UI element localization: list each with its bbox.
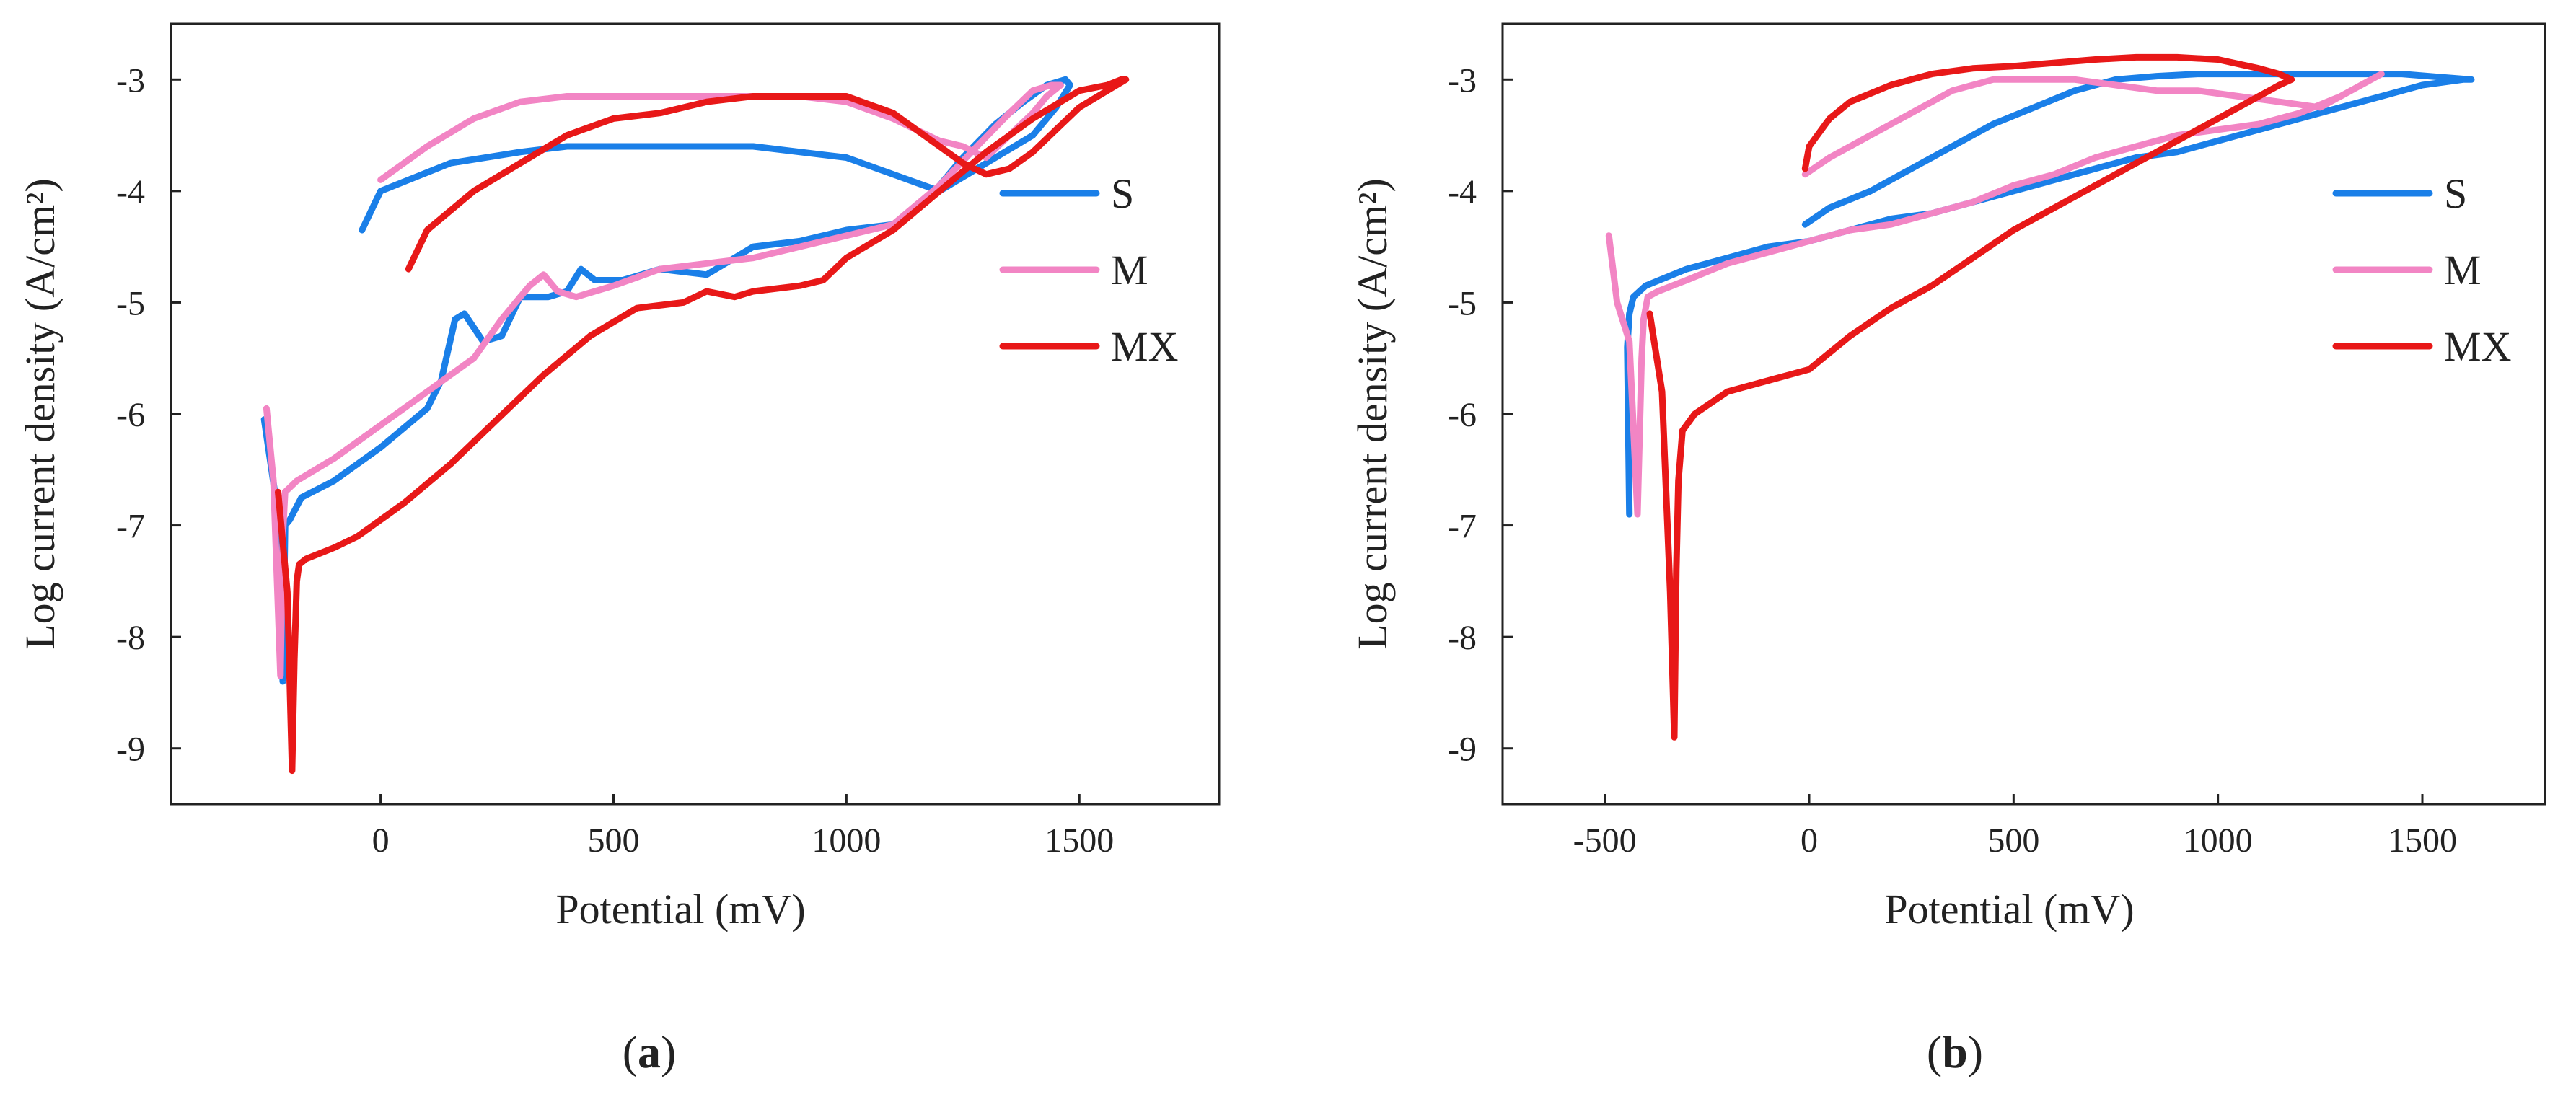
x-tick-label: 1000: [812, 821, 881, 860]
legend-label-m: M: [1111, 247, 1148, 294]
x-tick-label: 1000: [2184, 821, 2253, 860]
series-line-s: [260, 76, 1073, 685]
legend-label-s: S: [2444, 170, 2467, 217]
y-tick-label: -9: [116, 731, 145, 769]
x-axis-label: Potential (mV): [555, 886, 805, 932]
series-line-mx: [1646, 53, 2295, 741]
y-tick-label: -4: [1448, 173, 1477, 211]
panel-caption-open: (: [1927, 1026, 1942, 1077]
panel-caption-close: ): [661, 1026, 676, 1077]
y-tick-label: -4: [116, 173, 145, 211]
x-tick-label: 500: [1987, 821, 2039, 860]
panel-caption: (b): [1927, 1026, 1983, 1077]
legend: SM MX: [999, 170, 1178, 370]
series-line-mx: [275, 76, 1130, 775]
x-tick-label: 0: [372, 821, 390, 860]
y-tick-label: -6: [116, 396, 145, 434]
legend-label-m: M: [2444, 247, 2482, 294]
series-line-s: [1624, 71, 2475, 518]
x-tick-label: 500: [587, 821, 639, 860]
legend-label-s: S: [1111, 170, 1134, 217]
y-tick-label: -7: [116, 508, 145, 546]
y-tick-label: -7: [1448, 508, 1477, 546]
panel-caption-letter: b: [1942, 1026, 1968, 1077]
series-line-m: [263, 81, 1064, 679]
plot-frame: [170, 22, 1221, 806]
legend-label-mx: MX: [2444, 323, 2511, 370]
y-axis-label: Log current density (A/cm²): [17, 178, 63, 650]
series-group: [260, 76, 1130, 775]
y-tick-label: -5: [1448, 284, 1477, 322]
y-tick-label: -6: [1448, 396, 1477, 434]
y-tick-label: -8: [116, 619, 145, 657]
chart-panel-a: 0 500 1000 1500 -3 -4 -5 -6 -7 -8 -9 Potential (mV)…: [17, 22, 1221, 1077]
y-tick-label: -9: [1448, 731, 1477, 769]
legend: SM MX: [2332, 170, 2511, 370]
chart-panel-b: -500 0 500 1000 1500 -3 -4 -5 -6 -7 -8 -9 Potential …: [1349, 22, 2546, 1077]
y-tick-label: -3: [116, 61, 145, 100]
x-tick-label: 0: [1801, 821, 1818, 860]
panel-caption-close: ): [1968, 1026, 1983, 1077]
y-tick-label: -3: [1448, 61, 1477, 100]
panel-caption-open: (: [623, 1026, 638, 1077]
x-axis-label: Potential (mV): [1884, 886, 2134, 932]
panel-caption-letter: a: [638, 1026, 661, 1077]
y-axis-label: Log current density (A/cm²): [1349, 178, 1396, 650]
series-line-m: [1605, 71, 2385, 518]
legend-label-mx: MX: [1111, 323, 1178, 370]
plot-frame: [1501, 22, 2546, 806]
x-tick-label: 1500: [1045, 821, 1114, 860]
y-tick-label: -5: [116, 284, 145, 322]
series-group: [1605, 53, 2475, 741]
y-tick-label: -8: [1448, 619, 1477, 657]
x-tick-label: 1500: [2388, 821, 2457, 860]
panel-caption: (a): [623, 1026, 677, 1077]
x-tick-label: -500: [1573, 821, 1637, 860]
